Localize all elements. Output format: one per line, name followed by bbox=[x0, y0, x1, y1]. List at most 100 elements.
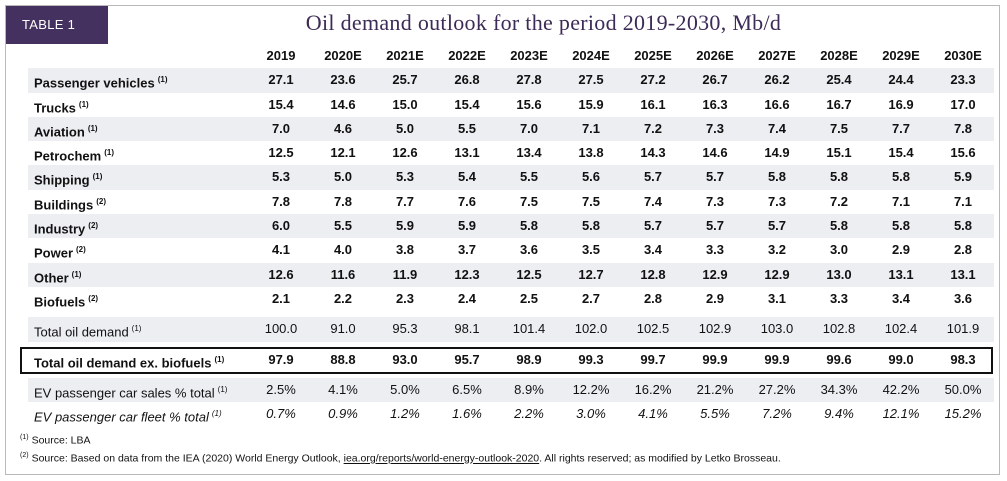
table-cell: 25.4 bbox=[826, 72, 852, 88]
table-row: Other (1) 12.6 11.6 11.9 12.3 12.5 12.7 12.8 12.9… bbox=[28, 262, 994, 287]
table-cell: 4.0 bbox=[333, 242, 353, 258]
total-row: Total oil demand (1) 100.0 91.0 95.3 98.1 101.… bbox=[28, 317, 994, 342]
table-cell: 5.7 bbox=[767, 218, 787, 234]
table-cell: 16.2% bbox=[634, 381, 672, 397]
table-cell: 2.3 bbox=[395, 290, 415, 306]
table-cell: 27.1 bbox=[268, 72, 294, 88]
table-cell: 16.6 bbox=[764, 96, 790, 112]
table-cell: 7.3 bbox=[767, 193, 787, 209]
table-tag: TABLE 1 bbox=[6, 6, 108, 44]
row-label-text: Total oil demand ex. biofuels bbox=[34, 354, 212, 370]
column-header: 2019 bbox=[266, 48, 296, 63]
table-cell: 6.5% bbox=[452, 381, 482, 397]
column-header: 2021E bbox=[386, 48, 424, 63]
table-cell: 7.0 bbox=[271, 120, 291, 136]
table-cell: 7.3 bbox=[705, 193, 725, 209]
table-cell: 7.1 bbox=[953, 193, 973, 209]
table-cell: 7.1 bbox=[581, 120, 601, 136]
table-cell: 12.6 bbox=[268, 266, 294, 282]
table-cell: 7.7 bbox=[891, 120, 911, 136]
footnote-2-link[interactable]: iea.org/reports/world-energy-outlook-202… bbox=[343, 452, 540, 465]
table-cell: 7.8 bbox=[333, 193, 353, 209]
table-cell: 0.9% bbox=[328, 406, 358, 422]
table-cell: 12.3 bbox=[454, 266, 480, 282]
table-row: Shipping (1) 5.3 5.0 5.3 5.4 5.5 5.6 5.7 5.7 5.8 5.… bbox=[28, 165, 994, 192]
table-cell: 2.2% bbox=[514, 406, 544, 422]
row-label-footnote: (1) bbox=[78, 99, 89, 109]
row-label-footnote: (2) bbox=[88, 221, 99, 231]
table-cell: 5.3 bbox=[395, 169, 415, 185]
table-cell: 1.6% bbox=[452, 406, 482, 422]
table-cell: 7.2 bbox=[643, 120, 663, 136]
table-cell: 5.9 bbox=[395, 218, 415, 234]
table-title: Oil demand outlook for the period 2019-2… bbox=[305, 10, 782, 35]
table-cell: 24.4 bbox=[888, 72, 914, 88]
row-label-footnote: (1) bbox=[214, 354, 225, 364]
row-label: Shipping (1) bbox=[34, 165, 102, 192]
table-cell: 26.2 bbox=[764, 72, 790, 88]
table-cell: 7.1 bbox=[891, 193, 911, 209]
row-label: Buildings (2) bbox=[34, 190, 106, 217]
table-cell: 21.2% bbox=[696, 381, 734, 397]
table-cell: 12.8 bbox=[640, 266, 666, 282]
footnote-2-tail: . All rights reserved; as modified by Le… bbox=[539, 452, 781, 465]
column-header: 2028E bbox=[820, 48, 858, 63]
table-cell: 5.8 bbox=[767, 169, 787, 185]
table-cell: 7.7 bbox=[395, 193, 415, 209]
table-cell: 5.7 bbox=[643, 218, 663, 234]
footnote-2-text: Source: Based on data from the IEA (2020… bbox=[31, 452, 344, 465]
table-cell: 13.4 bbox=[516, 145, 542, 161]
column-header: 2029E bbox=[882, 48, 920, 63]
table-cell: 8.9% bbox=[514, 381, 544, 397]
table-cell: 98.3 bbox=[950, 351, 976, 367]
table-cell: 26.8 bbox=[454, 72, 480, 88]
table-cell: 5.6 bbox=[581, 169, 601, 185]
table-cell: 13.1 bbox=[454, 145, 480, 161]
table-cell: 5.4 bbox=[457, 169, 477, 185]
table-cell: 27.2% bbox=[758, 381, 796, 397]
row-label-text: EV passenger car sales % total bbox=[34, 385, 215, 401]
table-cell: 5.8 bbox=[829, 218, 849, 234]
table-cell: 14.6 bbox=[330, 96, 356, 112]
column-header: 2026E bbox=[696, 48, 734, 63]
row-label-footnote: (1) bbox=[92, 172, 103, 182]
table-cell: 5.8 bbox=[829, 169, 849, 185]
row-label-footnote: (1) bbox=[71, 269, 82, 279]
table-frame bbox=[5, 5, 1000, 475]
table-cell: 23.6 bbox=[330, 72, 356, 88]
table-cell: 5.8 bbox=[891, 169, 911, 185]
row-label: EV passenger car fleet % total (1) bbox=[34, 402, 222, 429]
table-cell: 12.6 bbox=[392, 145, 418, 161]
table-cell: 25.7 bbox=[392, 72, 418, 88]
table-cell: 3.6 bbox=[519, 242, 539, 258]
row-label-footnote: (1) bbox=[211, 409, 222, 419]
table-cell: 12.7 bbox=[578, 266, 604, 282]
ev-fleet-row: EV passenger car fleet % total (1) 0.7% 0.9… bbox=[28, 402, 994, 426]
table-row: Power (2) 4.1 4.0 3.8 3.7 3.6 3.5 3.4 3.3 3.2 3.0 2.… bbox=[28, 238, 994, 262]
table-cell: 2.9 bbox=[705, 290, 725, 306]
table-cell: 27.5 bbox=[578, 72, 604, 88]
table-cell: 12.9 bbox=[764, 266, 790, 282]
row-label: Trucks (1) bbox=[34, 93, 89, 120]
footnote-2: (2) Source: Based on data from the IEA (2… bbox=[20, 452, 781, 465]
table-cell: 5.0 bbox=[395, 120, 415, 136]
row-label-text: Aviation bbox=[34, 124, 85, 140]
row-label: Passenger vehicles (1) bbox=[34, 68, 167, 95]
table-cell: 2.2 bbox=[333, 290, 353, 306]
row-label: Petrochem (1) bbox=[34, 141, 114, 168]
row-label: EV passenger car sales % total (1) bbox=[34, 378, 227, 405]
table-cell: 15.2% bbox=[944, 406, 982, 422]
table-cell: 88.8 bbox=[330, 351, 356, 367]
table-cell: 11.9 bbox=[392, 266, 418, 282]
row-label-footnote: (2) bbox=[88, 293, 99, 303]
table-cell: 13.1 bbox=[888, 266, 914, 282]
table-cell: 102.8 bbox=[822, 321, 856, 337]
table-cell: 0.7% bbox=[266, 406, 296, 422]
table-cell: 99.6 bbox=[826, 351, 852, 367]
table-cell: 7.2 bbox=[829, 193, 849, 209]
table-cell: 99.7 bbox=[640, 351, 666, 367]
table-cell: 15.6 bbox=[950, 145, 976, 161]
table-cell: 5.8 bbox=[519, 218, 539, 234]
table-cell: 5.7 bbox=[705, 218, 725, 234]
table-cell: 3.2 bbox=[767, 242, 787, 258]
